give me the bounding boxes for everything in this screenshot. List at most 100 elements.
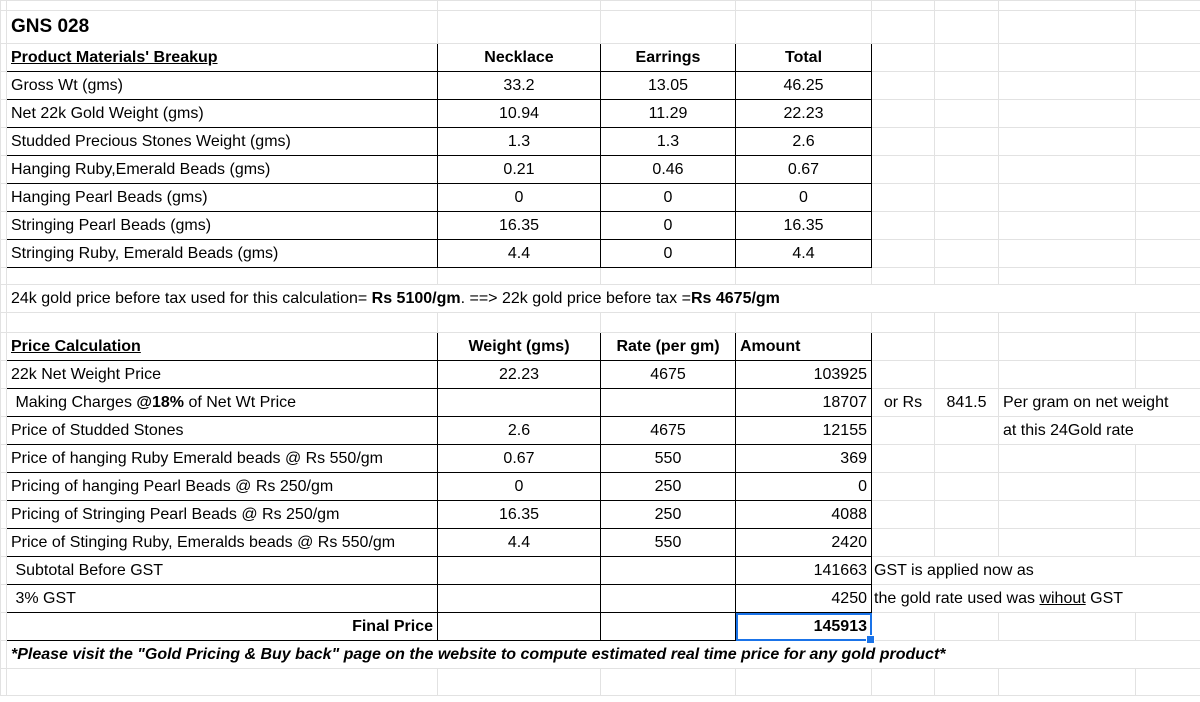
earrings-cell[interactable]: 0: [600, 239, 736, 268]
amount-cell[interactable]: 18707: [735, 388, 872, 417]
amount-cell[interactable]: 12155: [735, 416, 872, 445]
weight-cell[interactable]: 4.4: [437, 528, 601, 557]
table-row: Hanging Ruby,Emerald Beads (gms) 0.21 0.46…: [0, 155, 1200, 184]
making-post: of Net Wt Price: [184, 394, 297, 411]
price-header-row: Price Calculation Weight (gms) Rate (per…: [0, 332, 1200, 361]
weight-cell[interactable]: 16.35: [437, 500, 601, 529]
making-charges-label[interactable]: Making Charges @18% of Net Wt Price: [6, 388, 438, 417]
necklace-cell[interactable]: 33.2: [437, 71, 601, 100]
per-gram-note-2[interactable]: at this 24Gold rate: [998, 416, 1200, 445]
amount-cell[interactable]: 103925: [735, 360, 872, 389]
gold-rate-22k: Rs 4675/gm: [690, 290, 780, 307]
row-label[interactable]: Pricing of hanging Pearl Beads @ Rs 250/…: [6, 472, 438, 501]
header-amount[interactable]: Amount: [735, 332, 872, 361]
materials-title[interactable]: Product Materials' Breakup: [6, 43, 438, 72]
amount-cell[interactable]: 369: [735, 444, 872, 473]
header-necklace[interactable]: Necklace: [437, 43, 601, 72]
total-cell[interactable]: 22.23: [735, 99, 872, 128]
weight-cell[interactable]: 0.67: [437, 444, 601, 473]
final-price-amount[interactable]: 145913: [735, 612, 875, 644]
materials-header-row: Product Materials' Breakup Necklace Earr…: [0, 43, 1200, 72]
or-rs-label[interactable]: or Rs: [871, 388, 935, 417]
necklace-cell[interactable]: 0.21: [437, 155, 601, 184]
gold-note-prefix: 24k gold price before tax used for this …: [11, 290, 372, 307]
earrings-cell[interactable]: 1.3: [600, 127, 736, 156]
amount-cell[interactable]: 2420: [735, 528, 872, 557]
header-rate[interactable]: Rate (per gm): [600, 332, 736, 361]
earrings-cell[interactable]: 11.29: [600, 99, 736, 128]
table-row: Stringing Ruby, Emerald Beads (gms) 4.4 0 4…: [0, 239, 1200, 268]
total-cell[interactable]: 0: [735, 183, 872, 212]
row-label[interactable]: Hanging Ruby,Emerald Beads (gms): [6, 155, 438, 184]
row-label[interactable]: Stringing Ruby, Emerald Beads (gms): [6, 239, 438, 268]
gst-label[interactable]: 3% GST: [6, 584, 438, 613]
earrings-cell[interactable]: 0.46: [600, 155, 736, 184]
subtotal-label[interactable]: Subtotal Before GST: [6, 556, 438, 585]
row-label[interactable]: Studded Precious Stones Weight (gms): [6, 127, 438, 156]
header-weight[interactable]: Weight (gms): [437, 332, 601, 361]
gst-amount[interactable]: 4250: [735, 584, 872, 613]
total-cell[interactable]: 4.4: [735, 239, 872, 268]
necklace-cell[interactable]: 0: [437, 183, 601, 212]
final-row: Final Price 145913: [0, 612, 1200, 644]
final-price-label[interactable]: Final Price: [6, 612, 438, 641]
total-cell[interactable]: 46.25: [735, 71, 872, 100]
necklace-cell[interactable]: 1.3: [437, 127, 601, 156]
footer-note[interactable]: *Please visit the "Gold Pricing & Buy ba…: [6, 640, 1200, 669]
gst-note-1[interactable]: GST is applied now as: [871, 556, 1200, 585]
weight-cell[interactable]: 2.6: [437, 416, 601, 445]
price-title[interactable]: Price Calculation: [6, 332, 438, 361]
row-label[interactable]: Pricing of Stringing Pearl Beads @ Rs 25…: [6, 500, 438, 529]
row-label[interactable]: Price of Stinging Ruby, Emeralds beads @…: [6, 528, 438, 557]
amount-cell[interactable]: 0: [735, 472, 872, 501]
gold-rate-24k: Rs 5100/gm: [371, 290, 461, 307]
fill-handle[interactable]: [866, 635, 875, 644]
earrings-cell[interactable]: 0: [600, 183, 736, 212]
gst-note-2[interactable]: the gold rate used was wihout GST: [871, 584, 1200, 613]
row-label[interactable]: Net 22k Gold Weight (gms): [6, 99, 438, 128]
table-row: Net 22k Gold Weight (gms) 10.94 11.29 22.23: [0, 99, 1200, 128]
table-row: Hanging Pearl Beads (gms) 0 0 0: [0, 183, 1200, 212]
rate-cell[interactable]: 4675: [600, 360, 736, 389]
header-earrings[interactable]: Earrings: [600, 43, 736, 72]
table-row: 22k Net Weight Price 22.23 4675 103925: [0, 360, 1200, 389]
making-percent: @18%: [136, 394, 185, 411]
per-gram-value[interactable]: 841.5: [934, 388, 999, 417]
gold-note-middle: . ==> 22k gold price before tax =: [460, 290, 691, 307]
earrings-cell[interactable]: 0: [600, 211, 736, 240]
gst-note-underlined: wihout: [1039, 590, 1086, 607]
gold-rate-note[interactable]: 24k gold price before tax used for this …: [6, 284, 1200, 313]
rate-cell[interactable]: 250: [600, 500, 736, 529]
weight-cell[interactable]: 22.23: [437, 360, 601, 389]
row-label[interactable]: Gross Wt (gms): [6, 71, 438, 100]
table-row: Pricing of Stringing Pearl Beads @ Rs 25…: [0, 500, 1200, 529]
total-cell[interactable]: 0.67: [735, 155, 872, 184]
necklace-cell[interactable]: 10.94: [437, 99, 601, 128]
row-label[interactable]: Hanging Pearl Beads (gms): [6, 183, 438, 212]
total-cell[interactable]: 2.6: [735, 127, 872, 156]
rate-cell[interactable]: 4675: [600, 416, 736, 445]
gst-row: 3% GST 4250 the gold rate used was wihou…: [0, 584, 1200, 613]
gst-note-post: GST: [1085, 590, 1124, 607]
necklace-cell[interactable]: 4.4: [437, 239, 601, 268]
rate-cell[interactable]: 550: [600, 444, 736, 473]
total-cell[interactable]: 16.35: [735, 211, 872, 240]
rate-cell[interactable]: 550: [600, 528, 736, 557]
weight-cell[interactable]: 0: [437, 472, 601, 501]
header-total[interactable]: Total: [735, 43, 872, 72]
row-label[interactable]: 22k Net Weight Price: [6, 360, 438, 389]
row-label[interactable]: Price of Studded Stones: [6, 416, 438, 445]
table-row: Price of hanging Ruby Emerald beads @ Rs…: [0, 444, 1200, 473]
necklace-cell[interactable]: 16.35: [437, 211, 601, 240]
amount-cell[interactable]: 4088: [735, 500, 872, 529]
row-label[interactable]: Price of hanging Ruby Emerald beads @ Rs…: [6, 444, 438, 473]
final-price-value: 145913: [813, 618, 867, 635]
per-gram-note[interactable]: Per gram on net weight: [998, 388, 1200, 417]
row-label[interactable]: Stringing Pearl Beads (gms): [6, 211, 438, 240]
earrings-cell[interactable]: 13.05: [600, 71, 736, 100]
product-code[interactable]: GNS 028: [6, 10, 438, 44]
rate-cell[interactable]: 250: [600, 472, 736, 501]
subtotal-amount[interactable]: 141663: [735, 556, 872, 585]
table-row: Stringing Pearl Beads (gms) 16.35 0 16.35: [0, 211, 1200, 240]
